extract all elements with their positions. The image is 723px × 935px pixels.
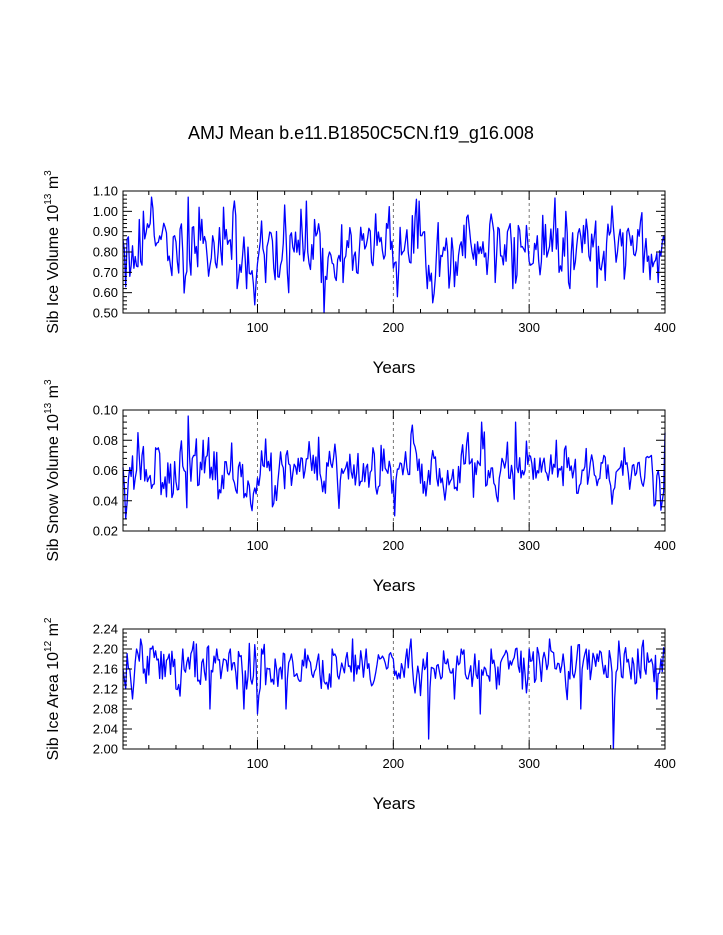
y-tick-label: 0.80 bbox=[93, 245, 118, 260]
plot-frame bbox=[122, 190, 666, 314]
y-tick-label: 2.12 bbox=[93, 682, 118, 697]
x-tick-label: 400 bbox=[654, 538, 676, 553]
y-axis-label: Sib Snow Volume 1013 m3 bbox=[43, 379, 62, 562]
plot-frame bbox=[122, 628, 666, 750]
series-line bbox=[122, 638, 666, 750]
y-tick-label: 0.10 bbox=[93, 403, 118, 418]
y-tick-label: 2.04 bbox=[93, 722, 118, 737]
y-tick-label: 0.90 bbox=[93, 224, 118, 239]
chart-panel-3: 100 200 300 400 2.00 2.04 2.08 2.12 2.16 2.20 2.24… bbox=[43, 617, 676, 813]
x-tick-label: 300 bbox=[518, 756, 540, 771]
x-axis-label: Years bbox=[373, 358, 416, 377]
series-line bbox=[122, 196, 666, 314]
x-axis-label: Years bbox=[373, 576, 416, 595]
y-tick-label: 0.06 bbox=[93, 463, 118, 478]
x-tick-label: 300 bbox=[518, 320, 540, 335]
y-tick-label: 1.00 bbox=[93, 204, 118, 219]
y-tick-label: 0.02 bbox=[93, 524, 118, 539]
y-tick-label: 0.04 bbox=[93, 493, 118, 508]
x-tick-label: 100 bbox=[247, 320, 269, 335]
series-line bbox=[122, 415, 666, 520]
y-tick-label: 2.24 bbox=[93, 622, 118, 637]
x-tick-label: 200 bbox=[382, 320, 404, 335]
chart-panel-1: 100 200 300 400 0.50 0.60 0.70 0.80 0.90 1.00 1.10… bbox=[43, 170, 676, 377]
y-tick-label: 0.70 bbox=[93, 265, 118, 280]
y-tick-label: 0.60 bbox=[93, 285, 118, 300]
y-axis-label: Sib Ice Volume 1013 m3 bbox=[43, 170, 62, 334]
chart-title: AMJ Mean b.e11.B1850C5CN.f19_g16.008 bbox=[188, 123, 534, 144]
y-tick-label: 2.00 bbox=[93, 742, 118, 757]
y-tick-label: 0.50 bbox=[93, 306, 118, 321]
chart-panel-2: 100 200 300 400 0.02 0.04 0.06 0.08 0.10 Years Sib… bbox=[43, 379, 676, 595]
y-tick-label: 0.08 bbox=[93, 433, 118, 448]
y-tick-label: 2.20 bbox=[93, 642, 118, 657]
y-tick-label: 1.10 bbox=[93, 184, 118, 199]
x-tick-label: 400 bbox=[654, 320, 676, 335]
x-tick-label: 200 bbox=[382, 538, 404, 553]
y-tick-label: 2.16 bbox=[93, 662, 118, 677]
y-tick-label: 2.08 bbox=[93, 702, 118, 717]
x-tick-label: 100 bbox=[247, 538, 269, 553]
x-tick-label: 100 bbox=[247, 756, 269, 771]
x-axis-label: Years bbox=[373, 794, 416, 813]
x-tick-label: 200 bbox=[382, 756, 404, 771]
x-tick-label: 400 bbox=[654, 756, 676, 771]
x-tick-label: 300 bbox=[518, 538, 540, 553]
y-axis-label: Sib Ice Area 1012 m2 bbox=[43, 617, 62, 760]
